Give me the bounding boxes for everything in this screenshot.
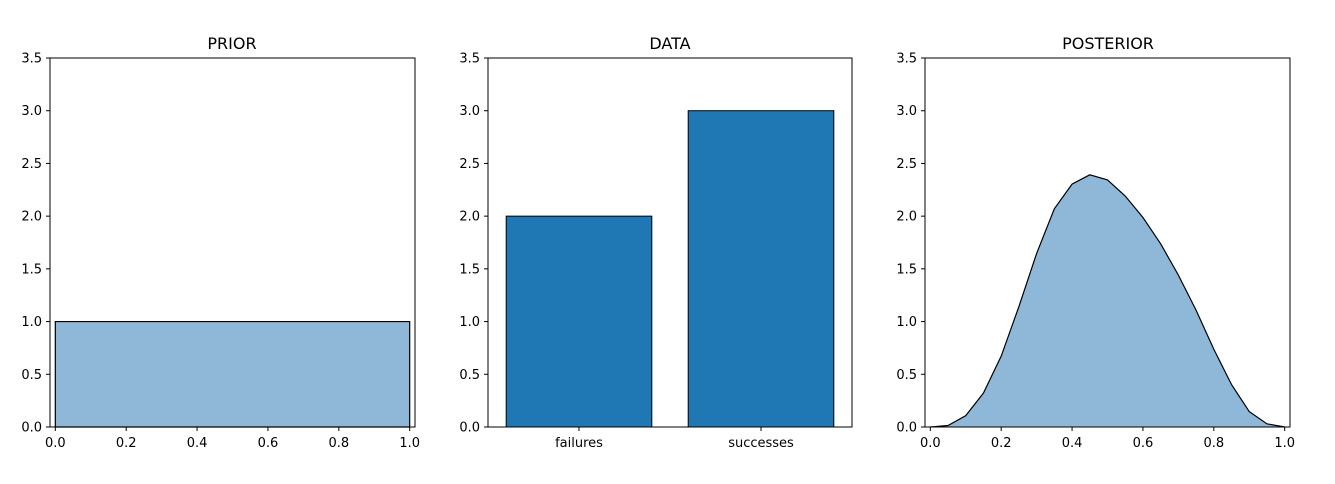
posterior-ytick-label: 0.5	[896, 368, 917, 383]
prior-ticks: 0.0 0.5 1.0 1.5 2.0 2.5 3.0 3.5 0.0 0.2 0.4 0.6 0.8 1…	[21, 52, 420, 452]
data-ytick-label: 0.0	[459, 421, 480, 436]
prior-area-fill	[55, 321, 410, 427]
data-panel: DATA 0.0 0.5 1.0 1.5 2.0 2.5 3.0 3.5 failures suc…	[459, 34, 853, 452]
data-axes-frame	[487, 57, 853, 428]
data-title: DATA	[649, 34, 690, 53]
posterior-ytick-label: 1.5	[896, 262, 917, 277]
data-plot-area	[505, 110, 835, 428]
prior-title: PRIOR	[207, 34, 256, 53]
data-ytick-label: 1.0	[459, 315, 480, 330]
prior-ytick-label: 1.5	[21, 262, 42, 277]
prior-xtick-label: 1.0	[399, 436, 420, 451]
posterior-xtick-label: 1.0	[1274, 436, 1295, 451]
posterior-xtick-label: 0.0	[920, 436, 941, 451]
prior-panel: PRIOR 0.00.51.01.52.02.53.03.50.0 0.2 0.4 0…	[21, 34, 420, 451]
posterior-title: POSTERIOR	[1062, 34, 1154, 53]
posterior-ytick-label: 2.0	[896, 210, 917, 225]
data-ytick-label: 2.0	[459, 210, 480, 225]
data-ytick-label: 3.0	[459, 104, 480, 119]
posterior-xtick-label: 0.8	[1203, 436, 1224, 451]
prior-ytick-label: 2.5	[21, 157, 42, 172]
prior-ytick-label: 2.0	[21, 210, 42, 225]
data-ytick-label: 3.5	[459, 52, 480, 67]
prior-xtick-label: 0.2	[116, 436, 137, 451]
prior-axes-frame	[49, 57, 416, 428]
posterior-area-fill	[930, 174, 1285, 427]
posterior-panel: POSTERIOR 0.0 0.5 1.0 1.5 2.0 2.5 3.0 3.5 0.0 0.2…	[896, 34, 1295, 451]
posterior-ytick-label: 3.5	[896, 52, 917, 67]
posterior-xtick-label: 0.2	[991, 436, 1012, 451]
prior-ytick-label: 1.0	[21, 315, 42, 330]
prior-ytick-label: 3.0	[21, 104, 42, 119]
posterior-ytick-label: 1.0	[896, 315, 917, 330]
posterior-ytick-label: 2.5	[896, 157, 917, 172]
prior-plot-area	[54, 320, 411, 428]
posterior-plot-area	[930, 174, 1285, 428]
bar-failures	[505, 215, 653, 428]
prior-xtick-label: 0.6	[258, 436, 279, 451]
posterior-xtick-label: 0.4	[1062, 436, 1083, 451]
posterior-xtick-label: 0.6	[1133, 436, 1154, 451]
data-ticks: 0.0 0.5 1.0 1.5 2.0 2.5 3.0 3.5 failures successe…	[459, 52, 794, 452]
data-ytick-label: 0.5	[459, 368, 480, 383]
prior-ytick-label: 3.5	[21, 52, 42, 67]
prior-ytick-label: 0.5	[21, 368, 42, 383]
prior-ytick-label: 0.0	[21, 421, 42, 436]
prior-xtick-label: 0.4	[187, 436, 208, 451]
data-xtick-label: failures	[555, 436, 603, 451]
prior-xtick-label: 0.0	[45, 436, 66, 451]
prior-xtick-label: 0.8	[328, 436, 349, 451]
data-ytick-label: 1.5	[459, 262, 480, 277]
data-xtick-label: successes	[728, 436, 794, 451]
posterior-density-line	[930, 174, 1285, 428]
data-ytick-label: 2.5	[459, 157, 480, 172]
posterior-ytick-label: 3.0	[896, 104, 917, 119]
posterior-ytick-label: 0.0	[896, 421, 917, 436]
bar-successes	[687, 110, 835, 428]
posterior-axes-frame	[924, 57, 1291, 428]
posterior-ticks: 0.0 0.5 1.0 1.5 2.0 2.5 3.0 3.5 0.0 0.2 0.4 0.6 0.8 1…	[896, 52, 1295, 452]
